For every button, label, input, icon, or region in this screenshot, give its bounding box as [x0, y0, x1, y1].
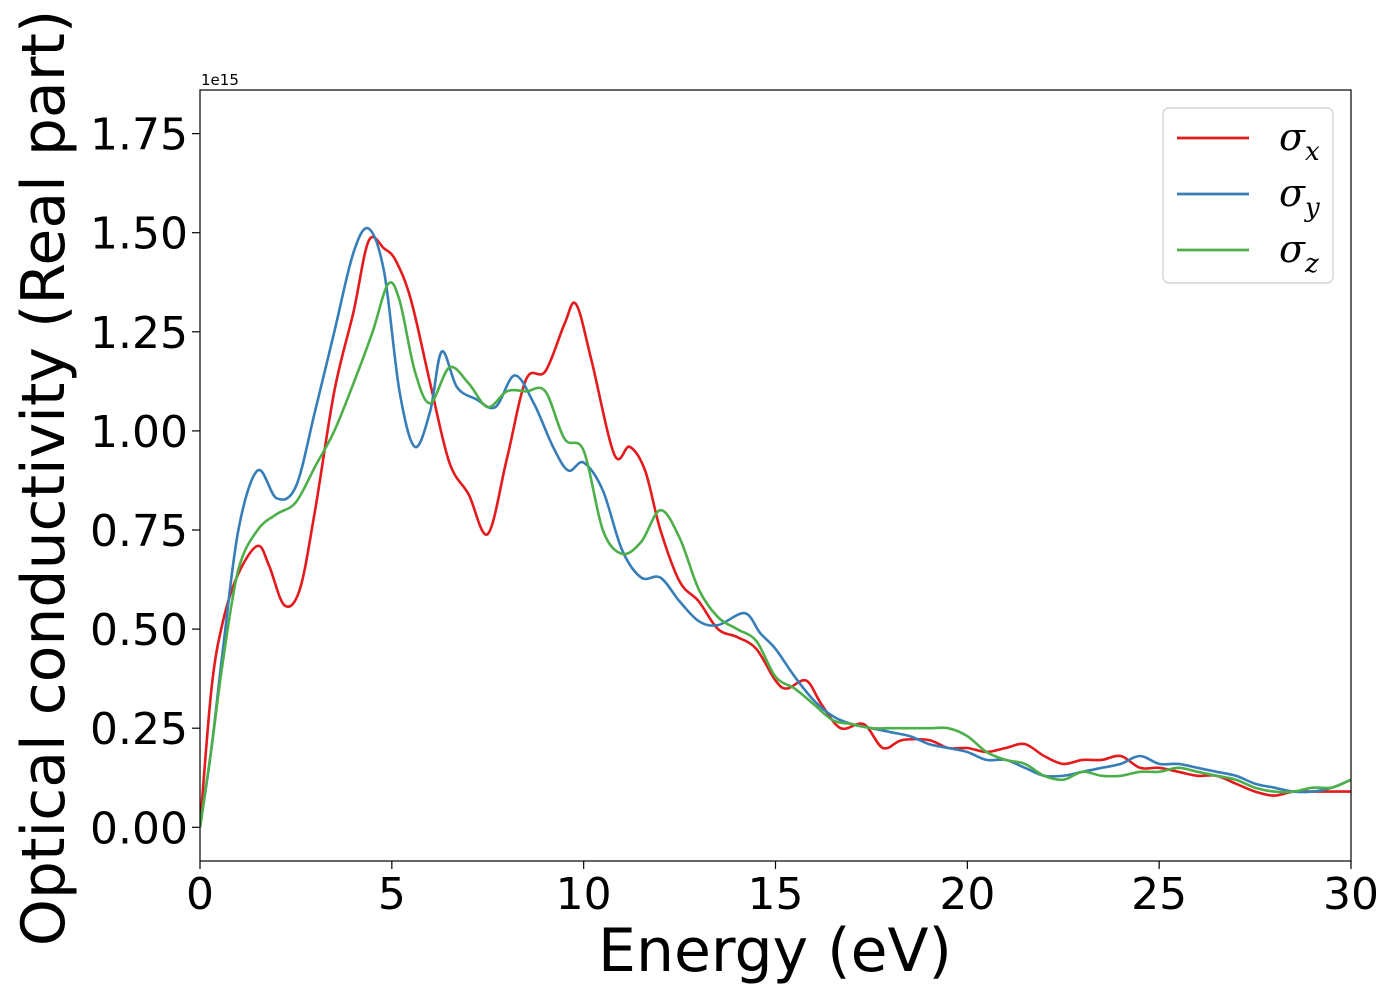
y-axis-title: Optical conductivity (Real part)	[9, 10, 79, 947]
legend-label-sigma-y: σy	[1279, 171, 1320, 223]
y-tick-label: 0.00	[90, 803, 188, 854]
x-tick-label: 0	[186, 869, 214, 920]
y-tick-label: 0.75	[90, 506, 188, 557]
y-tick-label: 0.25	[90, 704, 188, 755]
legend-box	[1162, 107, 1334, 284]
series-layer	[200, 226, 1351, 828]
x-axis-title: Energy (eV)	[598, 916, 952, 986]
series-line-sigma-z	[200, 281, 1351, 828]
y-tick-label: 1.75	[90, 110, 188, 161]
x-axis: 0 5 10 15 20 25 30	[186, 861, 1379, 920]
x-tick-label: 30	[1323, 869, 1379, 920]
y-tick-label: 1.25	[90, 308, 188, 359]
y-tick-label: 1.50	[90, 209, 188, 260]
x-tick-label: 15	[748, 869, 804, 920]
y-offset-label: 1e15	[201, 71, 239, 89]
y-axis: 0.00 0.25 0.50 0.75 1.00 1.25 1.50 1.75	[90, 110, 200, 854]
legend-label-sigma-x: σx	[1279, 115, 1320, 167]
x-tick-label: 5	[378, 869, 406, 920]
y-tick-label: 1.00	[90, 407, 188, 458]
x-tick-label: 25	[1131, 869, 1187, 920]
y-tick-label: 0.50	[90, 605, 188, 656]
series-line-sigma-x	[200, 235, 1351, 828]
x-tick-label: 20	[939, 869, 995, 920]
series-line-sigma-y	[200, 226, 1351, 828]
x-tick-label: 10	[556, 869, 612, 920]
